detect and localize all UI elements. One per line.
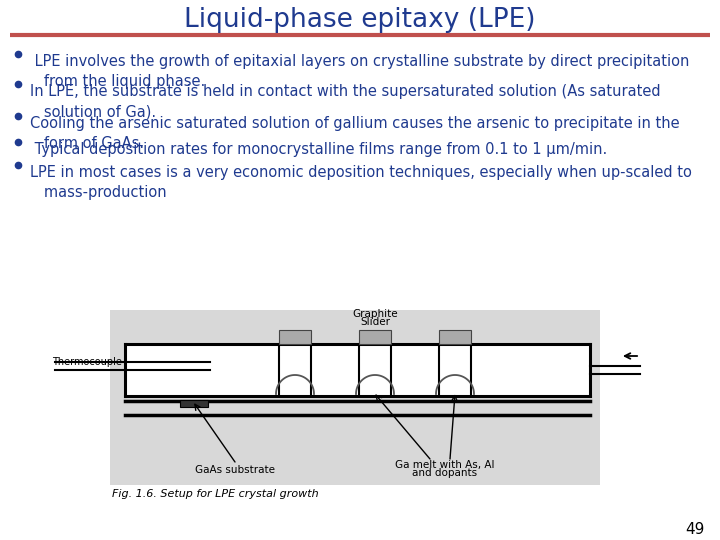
- Bar: [110, 310, 600, 485]
- Text: Fig. 1.6. Setup for LPE crystal growth: Fig. 1.6. Setup for LPE crystal growth: [112, 489, 319, 499]
- Text: Graphite: Graphite: [352, 309, 398, 319]
- Text: Typical deposition rates for monocrystalline films range from 0.1 to 1 μm/min.: Typical deposition rates for monocrystal…: [30, 142, 607, 157]
- Text: Ga melt with As, Al: Ga melt with As, Al: [395, 460, 495, 470]
- Text: LPE involves the growth of epitaxial layers on crystalline substrate by direct p: LPE involves the growth of epitaxial lay…: [30, 54, 689, 90]
- Bar: [180, 400, 208, 407]
- Text: GaAs substrate: GaAs substrate: [195, 465, 275, 475]
- Text: LPE in most cases is a very economic deposition techniques, especially when up-s: LPE in most cases is a very economic dep…: [30, 165, 692, 200]
- Bar: [125, 398, 590, 434]
- Bar: [359, 330, 391, 344]
- Text: and dopants: and dopants: [413, 468, 477, 478]
- Text: 49: 49: [685, 523, 705, 537]
- Text: In LPE, the substrate is held in contact with the supersaturated solution (As sa: In LPE, the substrate is held in contact…: [30, 84, 661, 119]
- Bar: [279, 330, 311, 344]
- Bar: [125, 344, 590, 396]
- Text: Cooling the arsenic saturated solution of gallium causes the arsenic to precipit: Cooling the arsenic saturated solution o…: [30, 116, 680, 151]
- Text: Thermocouple: Thermocouple: [52, 357, 122, 367]
- Text: Slider: Slider: [360, 317, 390, 327]
- Text: Liquid-phase epitaxy (LPE): Liquid-phase epitaxy (LPE): [184, 7, 536, 33]
- Bar: [439, 330, 471, 344]
